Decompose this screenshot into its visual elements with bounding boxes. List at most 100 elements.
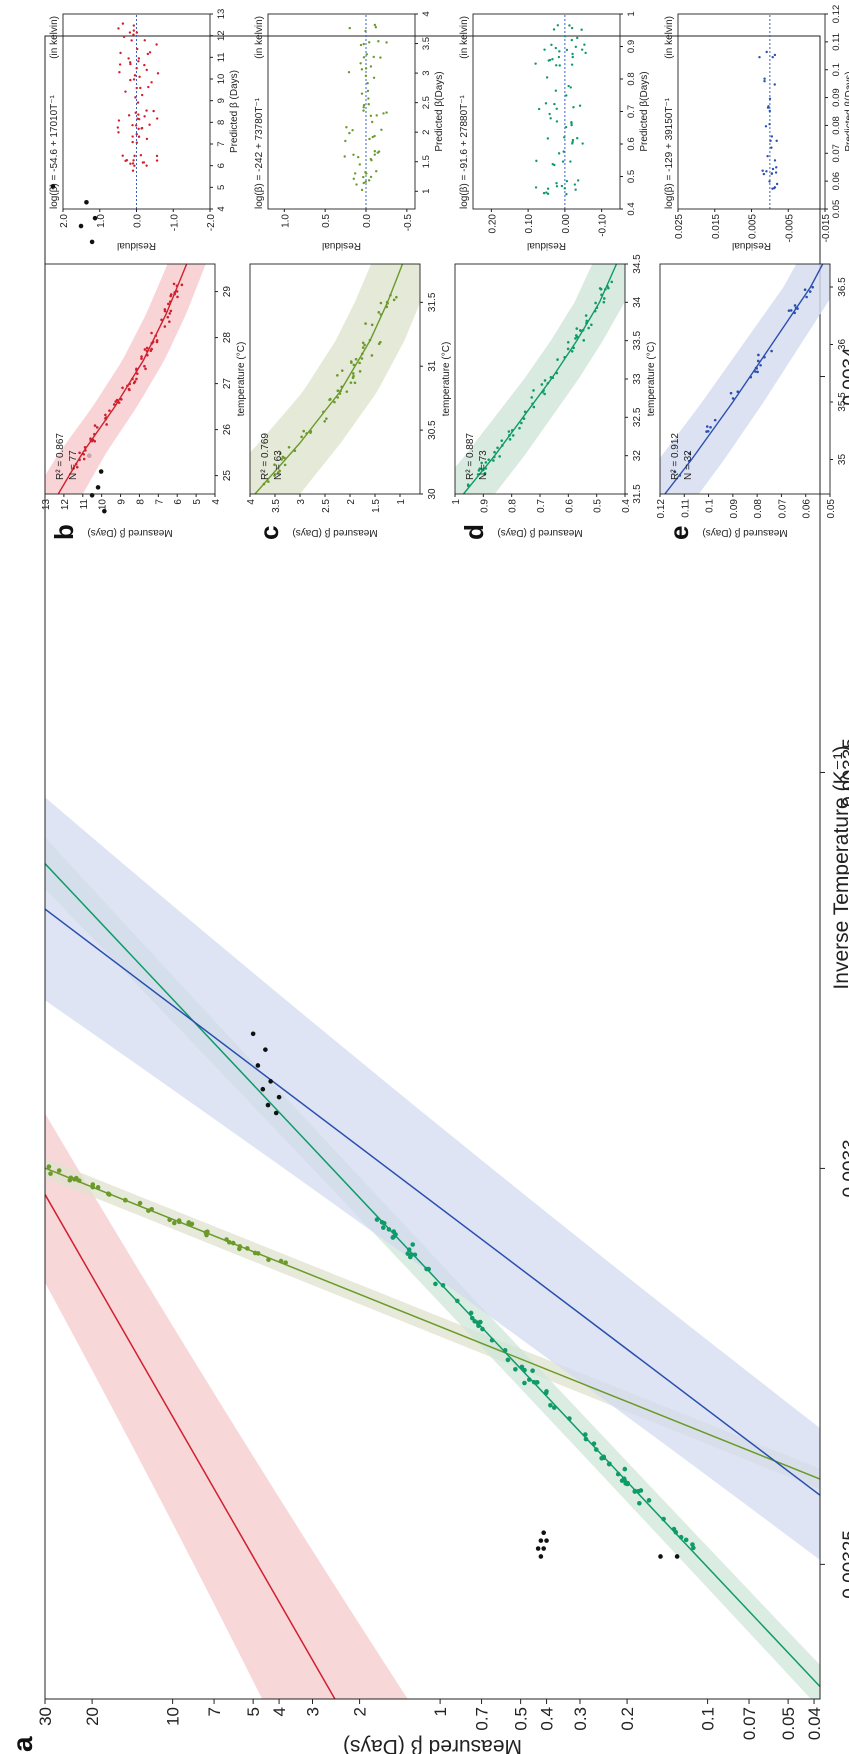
data-point [541, 390, 544, 394]
data-point [793, 304, 797, 307]
residual-point [140, 93, 144, 97]
data-point [120, 398, 123, 401]
data-point [756, 370, 759, 374]
data-point [354, 357, 358, 361]
residual-point [545, 191, 548, 194]
y-axis-label: Residual [117, 240, 156, 251]
residual-point [583, 43, 586, 46]
residual-point [133, 154, 136, 158]
residual-point [769, 139, 772, 143]
x-axis-label: temperature (°C) [236, 342, 247, 417]
data-point-series-3 [673, 1530, 679, 1535]
residual-point [369, 114, 373, 118]
residual-point [563, 187, 567, 190]
residual-point [775, 139, 778, 143]
data-point [276, 471, 280, 474]
data-point-series-3 [480, 1326, 485, 1332]
data-point [151, 340, 155, 344]
data-point [484, 461, 488, 464]
data-point [135, 377, 138, 381]
data-point [273, 463, 276, 467]
data-point-series-2 [22, 1156, 27, 1161]
data-point [283, 463, 287, 467]
residual-point [156, 72, 160, 75]
data-point [176, 295, 179, 299]
residual-point [119, 51, 122, 55]
data-point [731, 397, 735, 400]
excluded-data-point [658, 1554, 663, 1559]
data-point [581, 328, 585, 332]
data-point [492, 455, 496, 459]
residual-point [574, 45, 578, 49]
residual-point [135, 67, 138, 70]
residual-point [370, 159, 373, 162]
data-point [281, 455, 285, 459]
residual-point [359, 62, 362, 65]
y-tick-label: 0.6 [564, 499, 575, 513]
x-tick-label: 0.09 [831, 88, 842, 107]
excluded-data-point [535, 1546, 541, 1551]
data-point [530, 396, 534, 399]
residual-point [348, 131, 351, 135]
panel-frame [249, 263, 421, 495]
data-point [131, 377, 134, 381]
residual-point [145, 109, 148, 112]
panel-letter-a: a [7, 1736, 38, 1752]
data-point [336, 396, 340, 399]
x-tick-label: 25 [222, 470, 233, 482]
residual-point [365, 53, 369, 56]
data-point [590, 323, 593, 327]
y-tick-label: 0.005 [748, 214, 759, 239]
residual-point [578, 104, 582, 107]
x-axis-label: temperature (°C) [646, 342, 657, 417]
x-tick-label: 0.0033 [840, 1139, 849, 1197]
residual-point [554, 46, 558, 50]
data-point [105, 423, 108, 426]
y-tick-label: 2.0 [59, 214, 70, 228]
data-point [678, 474, 682, 477]
excluded-data-point [250, 1031, 256, 1037]
data-point [498, 455, 501, 458]
data-point-series-2 [68, 1175, 74, 1181]
data-point [143, 364, 146, 368]
data-point [140, 355, 143, 358]
confidence-band [660, 264, 830, 494]
y-tick-label: 0.11 [680, 499, 691, 518]
residual-point [143, 115, 146, 118]
data-point-series-3 [593, 1447, 599, 1452]
data-point [556, 358, 559, 361]
data-point [72, 467, 75, 470]
x-tick-label: 9 [216, 98, 227, 103]
data-point [543, 392, 546, 396]
data-point-series-3 [455, 1298, 460, 1304]
data-point [481, 468, 485, 472]
data-point [483, 471, 487, 475]
units-note: (in kelvin) [254, 16, 265, 59]
data-point [389, 293, 392, 297]
x-tick-label: 0.07 [831, 144, 842, 163]
data-point [144, 367, 147, 371]
residual-point [155, 159, 159, 162]
residual-point [564, 34, 567, 38]
residual-point [138, 75, 141, 78]
y-tick-label: 0.07 [777, 499, 788, 519]
panel-letter-e: e [664, 526, 694, 540]
data-point [287, 445, 291, 449]
data-point [361, 352, 364, 356]
excluded-data-point [538, 1554, 544, 1559]
excluded-data-point [674, 1554, 680, 1559]
x-tick-label: 33.5 [632, 330, 643, 350]
y-tick-label: 4 [246, 499, 257, 505]
residual-point [581, 142, 584, 145]
residual-point [356, 155, 360, 159]
residual-point [570, 38, 573, 42]
data-point [757, 353, 760, 357]
data-point [169, 294, 172, 298]
data-point [305, 432, 308, 435]
residual-point [764, 125, 768, 128]
y-tick-label: 0.05 [779, 1707, 798, 1740]
residual-point [765, 50, 768, 54]
data-point-series-3 [380, 1225, 386, 1230]
y-tick-label: 4 [211, 499, 222, 505]
